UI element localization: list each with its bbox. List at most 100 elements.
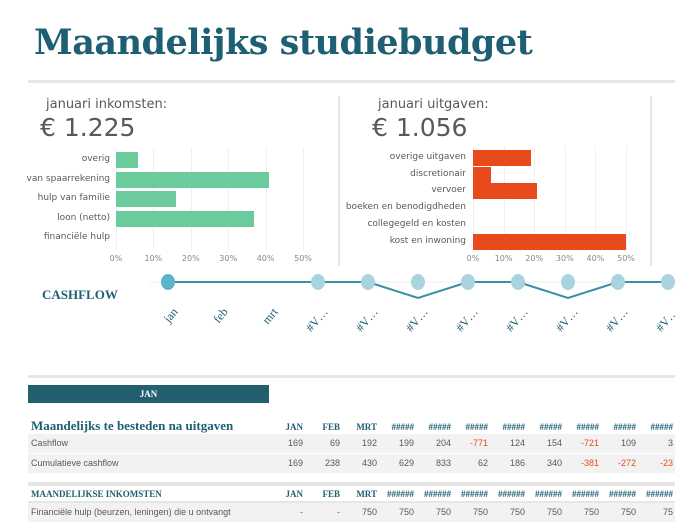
page-title: Maandelijks studiebudget	[34, 22, 533, 63]
divider	[28, 501, 675, 504]
category-label: kost en inwoning	[389, 235, 466, 246]
table-cell: -23	[659, 458, 673, 468]
cashflow-marker	[161, 274, 175, 290]
income-heading: januari inkomsten:	[46, 97, 168, 112]
cashflow-marker	[661, 274, 675, 290]
axis-tick-label: 0%	[109, 253, 123, 263]
spend-table-title: Maandelijks te besteden na uitgaven	[31, 418, 234, 433]
bar	[116, 210, 255, 227]
gridline	[228, 148, 230, 250]
row-label: Cumulatieve cashflow	[31, 458, 119, 468]
cashflow-label: CASHFLOW	[42, 287, 118, 302]
axis-tick-label: 40%	[256, 253, 275, 263]
category-label: vervoer	[431, 185, 466, 196]
column-header: #####	[576, 422, 600, 432]
divider	[28, 482, 675, 486]
column-header: ######	[535, 489, 562, 499]
table-cell: 69	[329, 438, 340, 448]
table-cell: 154	[546, 438, 562, 448]
table-cell: 75	[662, 507, 673, 517]
column-header: ######	[572, 489, 599, 499]
table-cell: 238	[324, 458, 340, 468]
table-cell: 629	[398, 458, 414, 468]
table-cell: -721	[580, 438, 599, 448]
table-cell: 750	[361, 507, 377, 517]
bar	[473, 233, 626, 250]
table-cell: -	[300, 507, 303, 517]
table-cell: 124	[509, 438, 525, 448]
table-cell: 340	[546, 458, 562, 468]
expenses-heading: januari uitgaven:	[378, 97, 489, 112]
row-label: Financiële hulp (beurzen, leningen) die …	[31, 507, 231, 517]
cashflow-marker	[611, 274, 625, 290]
cashflow-line	[168, 281, 668, 300]
column-header: #####	[650, 422, 674, 432]
cashflow-marker	[511, 274, 525, 290]
table-cell: -	[337, 507, 340, 517]
bar	[116, 171, 270, 188]
table-row	[28, 434, 675, 453]
column-header: #####	[539, 422, 563, 432]
bar	[473, 183, 538, 200]
table-cell: -272	[617, 458, 636, 468]
category-label: boeken en benodigdheden	[345, 202, 466, 213]
category-label: financiële hulp	[43, 232, 110, 242]
table-cell: 750	[583, 507, 599, 517]
table-cell: 169	[287, 458, 303, 468]
category-label: hulp van familie	[37, 193, 110, 203]
table-cell: 750	[472, 507, 488, 517]
cashflow-marker	[311, 274, 325, 290]
column-header: #####	[613, 422, 637, 432]
table-cell: 109	[620, 438, 636, 448]
divider	[28, 375, 675, 378]
table-cell: 430	[361, 458, 377, 468]
column-header: ######	[387, 489, 414, 499]
column-header: #####	[465, 422, 489, 432]
table-cell: -771	[469, 438, 488, 448]
axis-tick-label: 20%	[525, 254, 544, 264]
column-header: JAN	[285, 422, 304, 432]
column-header: ######	[609, 489, 636, 499]
income-table-title: MAANDELIJKSE INKOMSTEN	[31, 489, 162, 499]
cashflow-marker	[361, 274, 375, 290]
column-header: #####	[391, 422, 415, 432]
table-cell: 750	[546, 507, 562, 517]
cashflow-line-chart	[150, 274, 675, 300]
table-cell: 750	[435, 507, 451, 517]
table-cell: 169	[287, 438, 303, 448]
bar	[473, 166, 492, 183]
table-cell: 186	[509, 458, 525, 468]
axis-tick-label: 0%	[466, 254, 480, 264]
divider	[650, 96, 652, 266]
table-cell: -381	[580, 458, 599, 468]
cashflow-marker	[411, 274, 425, 290]
column-header: ######	[498, 489, 525, 499]
category-label: collegegeld en kosten	[367, 218, 466, 229]
divider	[28, 80, 675, 83]
axis-tick-label: 30%	[219, 253, 238, 263]
category-label: van spaarrekening	[26, 173, 110, 184]
table-cell: 750	[398, 507, 414, 517]
table-row	[28, 454, 675, 473]
gridline	[564, 146, 566, 251]
column-header: FEB	[322, 422, 340, 432]
table-cell: 750	[509, 507, 525, 517]
axis-tick-label: 20%	[181, 253, 200, 263]
bar	[116, 152, 139, 168]
axis-tick-label: 50%	[617, 254, 635, 264]
table-cell: 204	[435, 438, 451, 448]
axis-tick-label: 40%	[586, 254, 605, 264]
divider	[338, 96, 340, 266]
column-header: JAN	[285, 489, 304, 499]
gridline	[626, 146, 627, 251]
table-cell: 192	[361, 438, 377, 448]
bar	[473, 150, 532, 166]
income-total: € 1.225	[40, 113, 136, 142]
bar	[116, 191, 176, 207]
column-header: FEB	[322, 489, 340, 499]
gridline	[595, 146, 597, 251]
column-header: ######	[646, 489, 673, 499]
month-selector[interactable]: JAN	[28, 385, 269, 403]
table-row	[28, 503, 675, 522]
category-label: overige uitgaven	[389, 152, 466, 162]
